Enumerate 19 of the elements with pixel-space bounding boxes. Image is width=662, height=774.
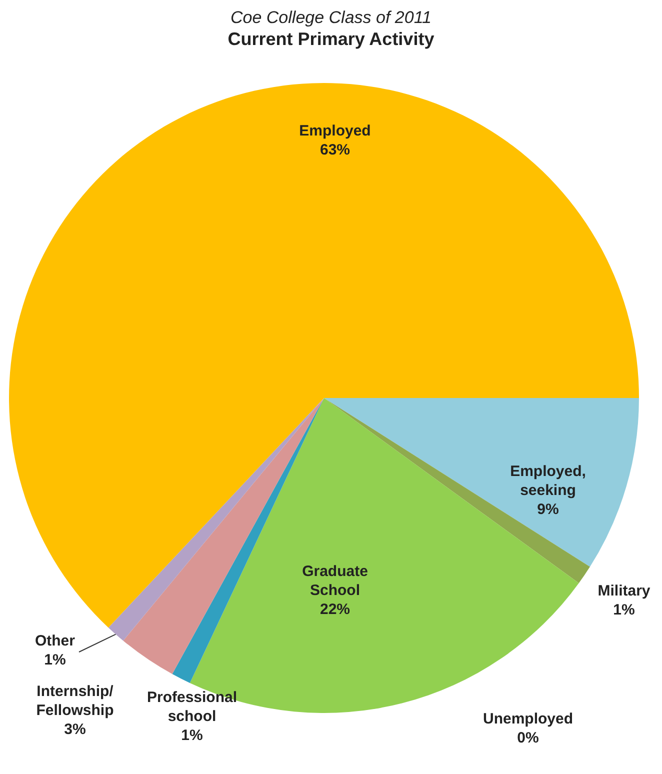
data-label: 3% — [64, 720, 86, 738]
slice-label: Professional school — [146, 688, 238, 724]
data-label: 1% — [613, 601, 635, 618]
slice-label: Military — [598, 582, 651, 599]
slice-label: Graduate School — [302, 562, 368, 598]
slice-label: Other — [34, 632, 76, 649]
slice-label: Internship/Fellowship — [36, 682, 114, 718]
slice-label: Employed — [299, 122, 371, 139]
data-label: 9% — [537, 500, 559, 518]
data-label: 63% — [320, 141, 350, 158]
pie-slice — [324, 398, 639, 567]
chart-title: Current Primary Activity — [226, 28, 436, 50]
chart-subtitle: Coe College Class of 2011 — [230, 8, 432, 28]
category-label: Unemployed — [482, 710, 574, 727]
text: 0% — [517, 729, 539, 746]
data-label: 1% — [44, 651, 66, 668]
slice-label: Employed, seeking — [510, 462, 586, 498]
data-label: 1% — [181, 726, 203, 744]
data-label: 22% — [320, 600, 350, 618]
